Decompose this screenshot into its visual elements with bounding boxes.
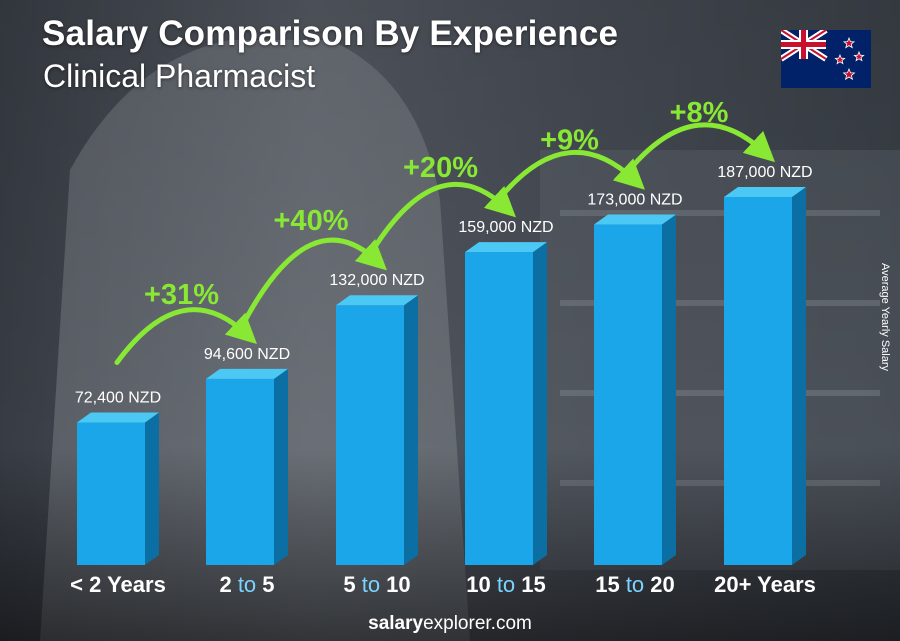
increase-arrow [502,149,645,195]
footer-brand-rest: explorer.com [423,613,532,634]
increase-label: +8% [670,97,729,129]
bar-top [724,187,806,197]
bar [206,378,274,565]
increase-arrow [243,237,388,322]
new-zealand-flag-icon [781,30,871,88]
bar-side [145,412,159,565]
increase-arrow [373,181,516,248]
footer-brand-bold: salary [368,613,424,634]
data-label: 72,400 NZD [75,390,161,407]
category-label: 20+ Years [714,572,816,597]
category-label: 5 to 10 [343,572,410,597]
category-label: 2 to 5 [219,572,274,597]
data-label: 173,000 NZD [587,192,682,209]
increase-label: +9% [540,125,599,157]
bar [77,422,145,565]
category-label: 10 to 15 [466,572,546,597]
bar [336,305,404,565]
data-label: 159,000 NZD [458,219,553,236]
chart-subtitle: Clinical Pharmacist [43,58,316,94]
increase-label: +20% [403,152,478,184]
bar-side [792,187,806,565]
bar-side [662,214,676,566]
increase-label: +40% [274,205,349,237]
bar-side [533,242,547,565]
increase-arrow [631,122,776,168]
footer-brand: salaryexplorer.com [0,613,900,635]
data-label: 187,000 NZD [717,164,812,181]
bar [724,197,792,565]
category-label: < 2 Years [70,572,166,597]
data-label: 94,600 NZD [204,346,290,363]
increase-label: +31% [144,279,219,311]
bar [594,224,662,566]
bar-top [336,295,418,306]
bar-top [594,214,676,225]
bar [465,252,533,565]
bar-top [77,412,159,423]
bar-side [404,295,418,565]
category-label: 15 to 20 [595,572,675,597]
increase-arrow [114,307,257,366]
y-axis-label: Average Yearly Salary [879,262,891,372]
data-label: 132,000 NZD [329,272,424,289]
bar-side [274,368,288,565]
bar-top [206,368,288,379]
chart-title: Salary Comparison By Experience [42,14,619,53]
bar-top [465,242,547,253]
